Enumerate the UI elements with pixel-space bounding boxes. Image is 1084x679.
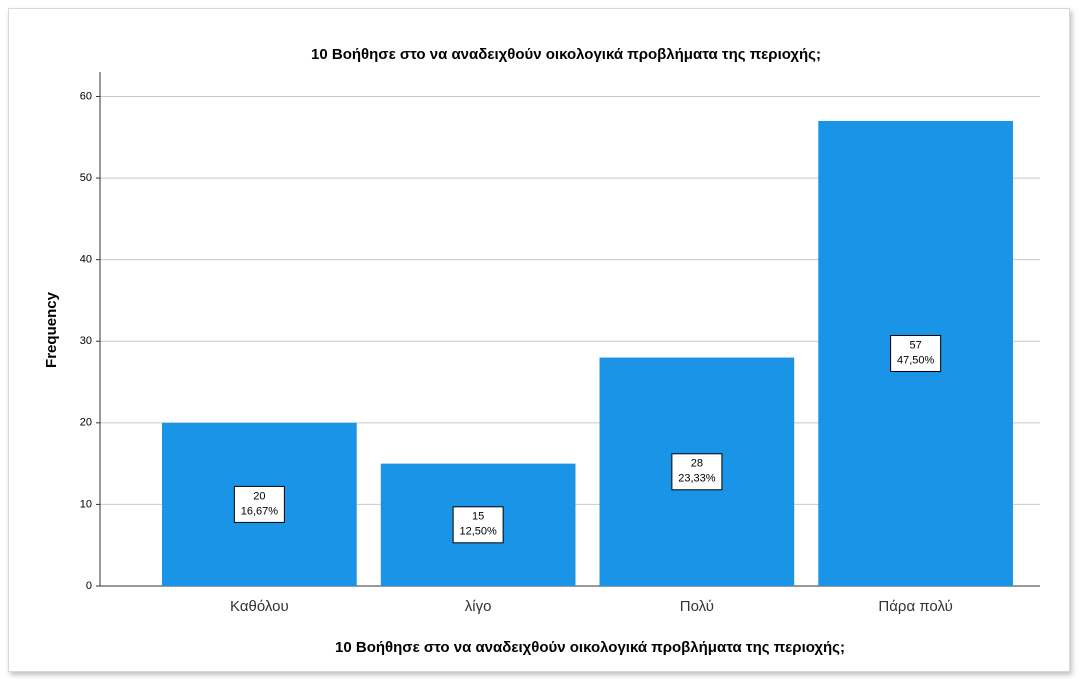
chart-title: 10 Βοήθησε στο να αναδειχθούν οικολογικά… — [311, 46, 821, 63]
y-tick-label: 40 — [80, 254, 92, 266]
data-label-percent: 12,50% — [459, 526, 497, 538]
data-label-count: 57 — [910, 339, 922, 351]
y-axis-title: Frequency — [43, 291, 60, 368]
data-label-count: 20 — [253, 490, 265, 502]
data-label-box — [233, 485, 285, 523]
y-tick-label: 0 — [86, 580, 92, 592]
data-label-percent: 47,50% — [897, 354, 935, 366]
data-label-count: 15 — [472, 511, 484, 523]
data-label-count: 28 — [691, 458, 703, 470]
y-tick-label: 20 — [80, 417, 92, 429]
data-label-box — [452, 506, 504, 544]
y-tick-label: 50 — [80, 172, 92, 184]
x-tick-label: λίγο — [465, 598, 492, 615]
x-tick-label: Καθόλου — [230, 598, 289, 615]
y-tick-label: 10 — [80, 498, 92, 510]
x-tick-label: Πάρα πολύ — [878, 598, 952, 615]
data-label-percent: 23,33% — [678, 473, 716, 485]
data-label-box — [671, 453, 723, 491]
data-label-percent: 16,67% — [241, 505, 279, 517]
data-label-box — [890, 334, 942, 372]
x-tick-label: Πολύ — [680, 598, 714, 615]
y-tick-label: 60 — [80, 90, 92, 102]
x-axis-title: 10 Βοήθησε στο να αναδειχθούν οικολογικά… — [335, 639, 845, 656]
y-tick-label: 30 — [80, 335, 92, 347]
